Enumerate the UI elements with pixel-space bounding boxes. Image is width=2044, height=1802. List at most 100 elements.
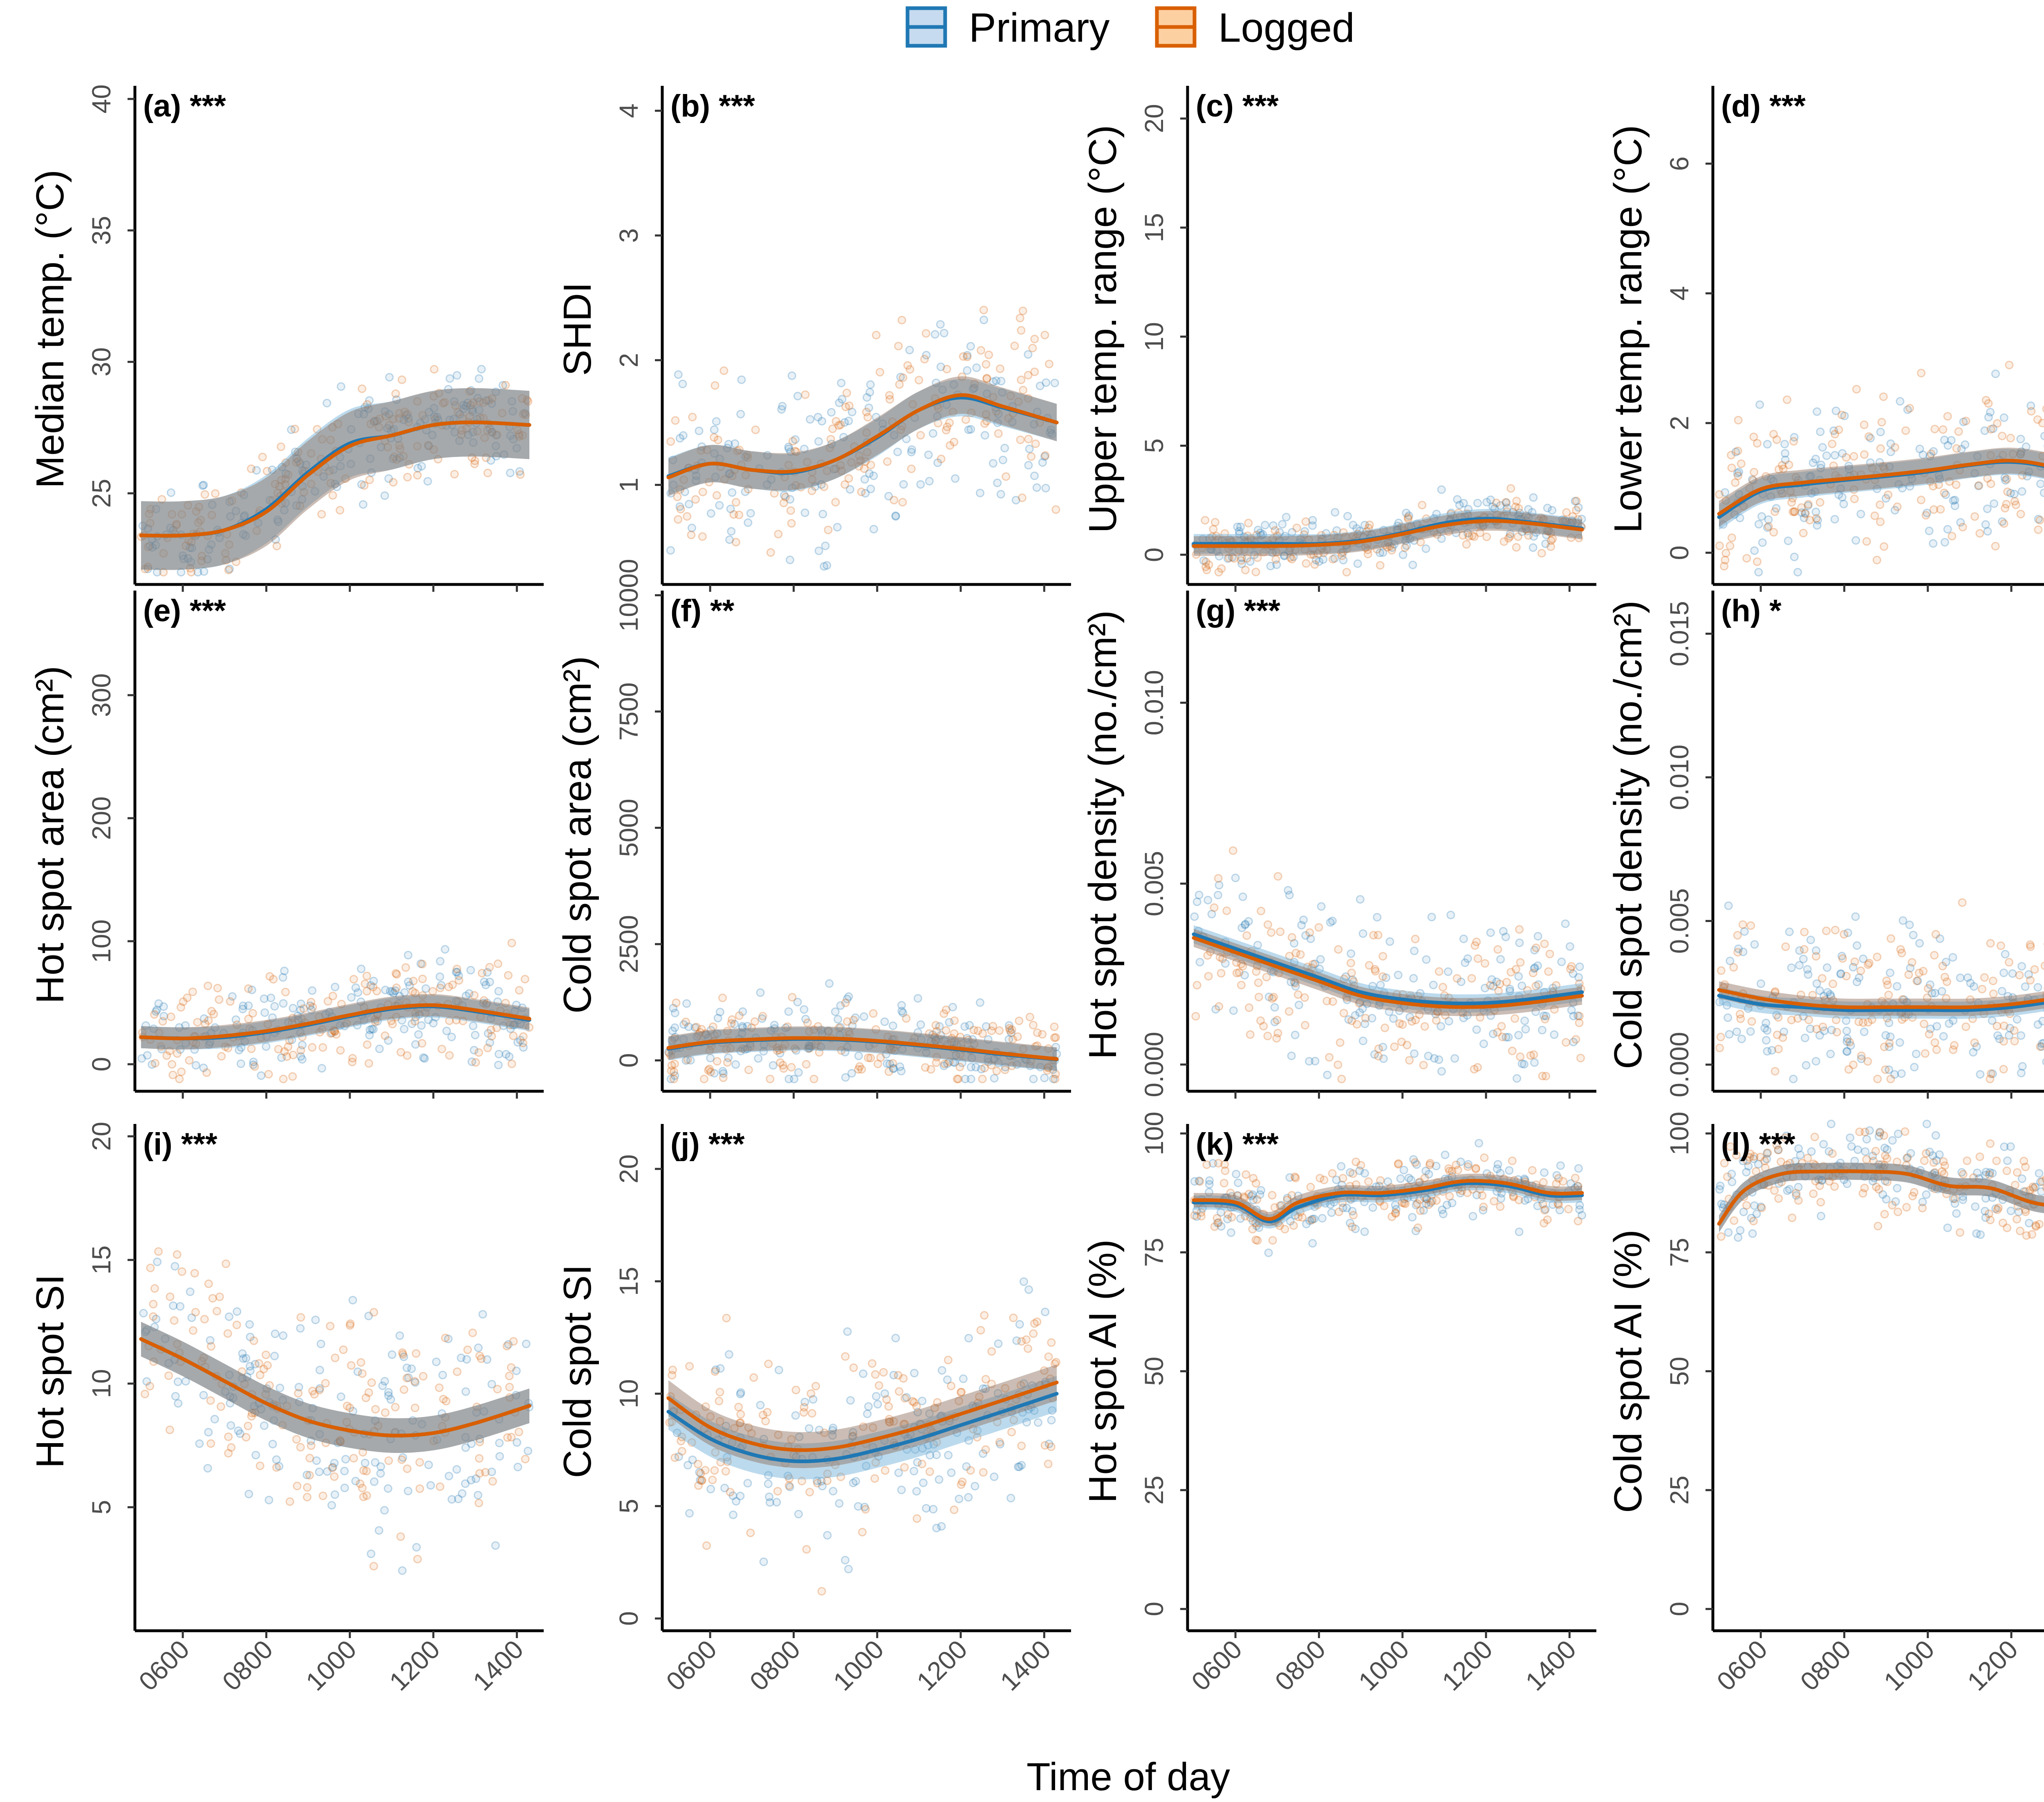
scatter-point (944, 1356, 953, 1365)
scatter-point (982, 389, 991, 398)
scatter-point (1771, 1067, 1780, 1076)
scatter-point (403, 1051, 412, 1060)
scatter-point (670, 1023, 679, 1032)
scatter-point (311, 487, 320, 496)
scatter-point (173, 1049, 182, 1058)
scatter-point (901, 1394, 909, 1403)
scatter-point (933, 412, 942, 421)
scatter-point (1421, 544, 1430, 553)
scatter-point (1966, 978, 1975, 987)
panel-tag: (d) *** (1721, 89, 1806, 123)
scatter-point (281, 480, 290, 489)
scatter-point (1040, 1074, 1049, 1082)
scatter-point (1007, 1428, 1016, 1437)
scatter-point (2003, 1156, 2012, 1165)
scatter-point (462, 402, 471, 410)
scatter-point (672, 998, 681, 1007)
scatter-point (199, 481, 208, 490)
scatter-point (1030, 367, 1039, 376)
scatter-point (327, 1501, 336, 1510)
x-tick-label: 1400 (995, 1634, 1057, 1697)
scatter-point (396, 1532, 405, 1541)
scatter-point (746, 509, 755, 518)
y-tick-label: 0.010 (1665, 745, 1694, 810)
scatter-point (1420, 1022, 1429, 1031)
scatter-point (213, 1307, 221, 1316)
scatter-point (159, 568, 168, 577)
scatter-point (463, 1345, 472, 1354)
scatter-point (744, 518, 753, 527)
scatter-point (896, 373, 905, 381)
scatter-point (1921, 1049, 1930, 1058)
scatter-point (671, 416, 680, 425)
scatter-point (869, 525, 878, 534)
scatter-point (890, 496, 899, 505)
scatter-point (878, 419, 887, 428)
scatter-point (274, 517, 283, 526)
scatter-point (706, 1484, 715, 1493)
scatter-point (922, 351, 931, 360)
scatter-point (336, 1392, 345, 1401)
scatter-point (143, 562, 152, 571)
scatter-point (1784, 536, 1793, 545)
scatter-point (831, 498, 840, 507)
scatter-point (227, 1443, 236, 1452)
scatter-point (1865, 958, 1874, 967)
scatter-point (403, 1486, 412, 1495)
scatter-point (881, 1466, 890, 1475)
scatter-point (1746, 921, 1755, 930)
scatter-point (1800, 945, 1809, 954)
scatter-point (233, 1307, 242, 1316)
scatter-point (478, 1310, 487, 1319)
scatter-point (841, 1352, 850, 1361)
scatter-point (292, 454, 301, 463)
scatter-point (674, 370, 683, 379)
y-tick-label: 2500 (614, 915, 643, 973)
scatter-point (990, 1472, 999, 1481)
scatter-point (743, 1479, 752, 1488)
scatter-point (1459, 934, 1468, 943)
scatter-point (1217, 969, 1226, 978)
panel-tag: (k) *** (1196, 1127, 1279, 1162)
scatter-point (1840, 930, 1849, 939)
scatter-point (1959, 1170, 1968, 1179)
scatter-point (847, 1069, 856, 1078)
scatter-point (268, 1439, 277, 1448)
scatter-point (1950, 496, 1959, 504)
scatter-point (1716, 1032, 1725, 1041)
scatter-point (1999, 1037, 2008, 1046)
scatter-point (1881, 1151, 1889, 1160)
scatter-point (1526, 1051, 1535, 1060)
scatter-point (1724, 1228, 1733, 1237)
scatter-point (726, 504, 735, 513)
scatter-point (307, 449, 316, 458)
scatter-point (237, 488, 246, 497)
scatter-point (1724, 901, 1733, 910)
y-tick-label: 0 (614, 1053, 643, 1068)
scatter-point (204, 545, 213, 554)
scatter-point (1024, 371, 1033, 380)
scatter-point (410, 1377, 419, 1386)
scatter-point (865, 388, 874, 397)
scatter-point (756, 988, 765, 997)
scatter-point (2016, 510, 2025, 519)
scatter-point (1251, 1236, 1260, 1245)
scatter-point (1932, 1045, 1941, 1054)
scatter-point (457, 430, 466, 439)
scatter-point (1876, 428, 1885, 437)
scatter-point (459, 401, 468, 410)
scatter-point (473, 427, 482, 436)
scatter-point (2008, 969, 2017, 978)
scatter-point (475, 397, 484, 406)
scatter-point (1800, 928, 1809, 936)
scatter-point (994, 410, 1003, 419)
scatter-point (1908, 1192, 1917, 1200)
scatter-point (1376, 1176, 1385, 1185)
scatter-point (2026, 976, 2035, 985)
scatter-point (2005, 958, 2014, 967)
scatter-point (980, 1063, 989, 1072)
scatter-point (317, 510, 326, 519)
scatter-point (1855, 973, 1864, 982)
